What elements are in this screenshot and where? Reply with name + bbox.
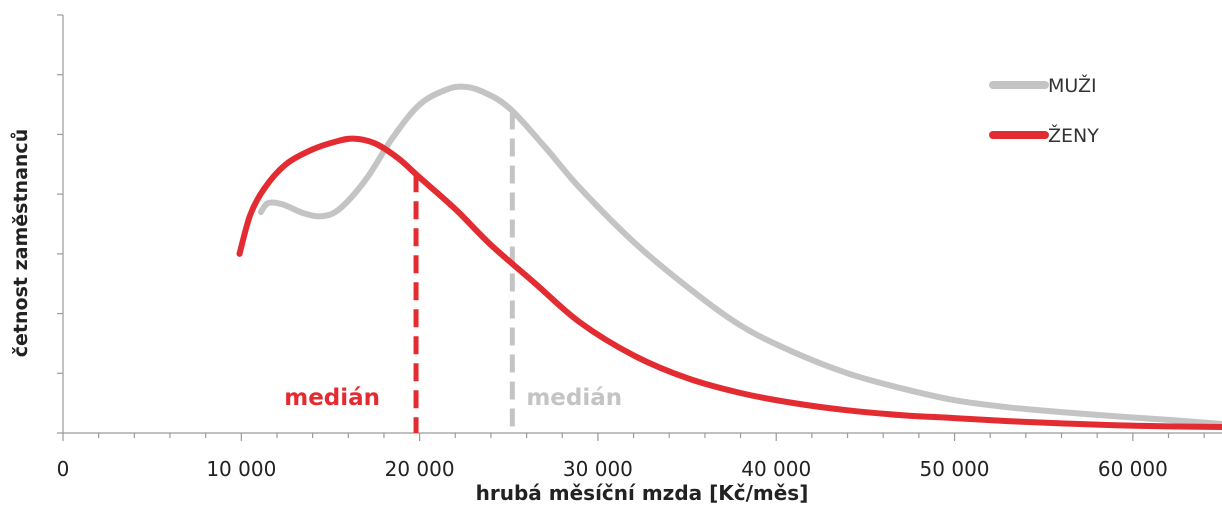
x-tick-label: 0 — [57, 457, 70, 481]
median-lines: medián medián — [284, 111, 622, 433]
x-tick-label: 20 000 — [385, 457, 455, 481]
series-lines — [236, 83, 1222, 430]
legend: MUŽI ŽENY — [989, 74, 1099, 147]
median-label-zeny: medián — [284, 385, 380, 411]
series-line-muzi — [257, 83, 1222, 427]
x-tick-label: 50 000 — [920, 457, 990, 481]
x-tick-label: 10 000 — [206, 457, 276, 481]
x-tick-label: 60 000 — [1098, 457, 1168, 481]
x-tick-label: 40 000 — [741, 457, 811, 481]
legend-label-zeny: ŽENY — [1048, 124, 1099, 147]
legend-label-muzi: MUŽI — [1048, 74, 1097, 97]
y-axis-title: četnost zaměstnanců — [9, 129, 32, 357]
x-axis-title: hrubá měsíční mzda [Kč/měs] — [476, 481, 809, 505]
y-axis — [57, 14, 64, 434]
x-tick-label: 30 000 — [563, 457, 633, 481]
series-line-zeny — [236, 135, 1222, 430]
median-label-muzi: medián — [526, 385, 622, 411]
x-axis: 0 10 000 20 000 30 000 40 000 50 000 60 000 — [57, 432, 1222, 481]
